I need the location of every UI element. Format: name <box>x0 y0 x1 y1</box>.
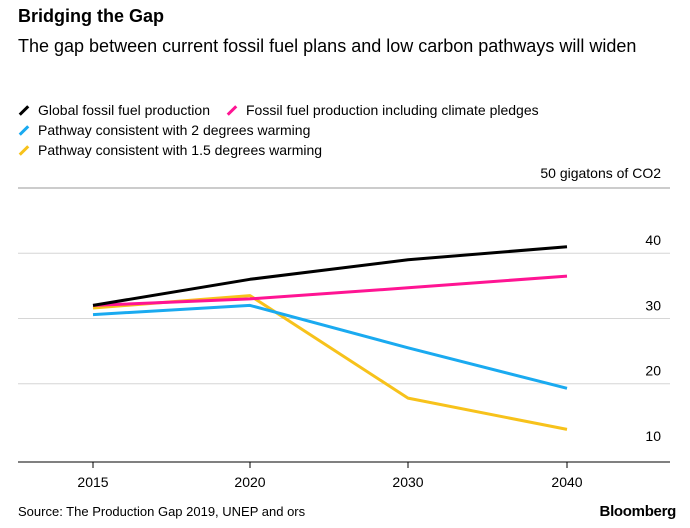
legend-label: Fossil fuel production including climate… <box>246 102 539 118</box>
legend-label: Pathway consistent with 2 degrees warmin… <box>38 122 311 138</box>
legend-label: Pathway consistent with 1.5 degrees warm… <box>38 142 323 158</box>
x-tick-label: 2040 <box>551 474 582 490</box>
legend-item-global-production: Global fossil fuel production <box>18 102 210 118</box>
source-note: Source: The Production Gap 2019, UNEP an… <box>18 504 306 519</box>
legend-item-1-5-degrees: Pathway consistent with 1.5 degrees warm… <box>18 142 322 158</box>
series-line-global-production <box>92 245 568 307</box>
series-line-1-5-degrees <box>92 294 568 431</box>
x-tick-label: 2030 <box>392 474 423 490</box>
y-tick-label: 20 <box>645 363 661 379</box>
y-tick-label: 10 <box>645 428 661 444</box>
legend-item-2-degrees: Pathway consistent with 2 degrees warmin… <box>18 122 310 138</box>
series-line-climate-pledges <box>92 274 568 307</box>
legend-item-climate-pledges: Fossil fuel production including climate… <box>226 102 539 118</box>
x-tick-label: 2015 <box>77 474 108 490</box>
chart-subtitle: The gap between current fossil fuel plan… <box>18 36 637 56</box>
legend: Global fossil fuel production Fossil fue… <box>18 100 555 160</box>
unit-label: 50 gigatons of CO2 <box>540 165 661 181</box>
x-tick-label: 2020 <box>234 474 265 490</box>
legend-label: Global fossil fuel production <box>38 102 210 118</box>
chart-title: Bridging the Gap <box>18 6 164 26</box>
y-tick-label: 30 <box>645 297 661 313</box>
series-line-2-degrees <box>92 303 568 390</box>
y-tick-label: 40 <box>645 232 661 248</box>
brand-logo: Bloomberg <box>599 503 677 520</box>
